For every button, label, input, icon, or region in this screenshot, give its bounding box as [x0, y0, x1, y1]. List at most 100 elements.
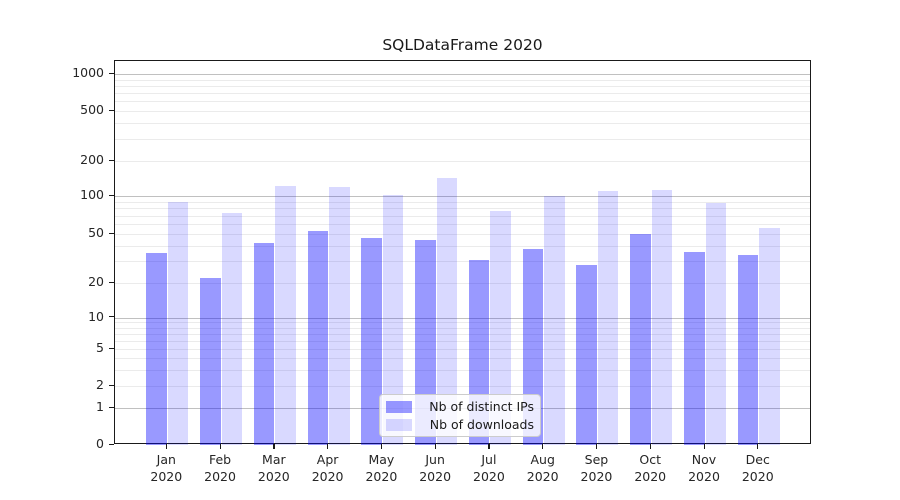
- y-tick-mark: [108, 72, 114, 74]
- y-tick-mark: [108, 232, 114, 234]
- x-tick-label: Jul 2020: [459, 452, 519, 485]
- x-tick-label-year: 2020: [741, 468, 774, 484]
- x-tick-mark: [273, 444, 275, 449]
- bar-downloads-jul: [490, 211, 511, 445]
- minor-gridline: [115, 283, 810, 284]
- x-tick-mark: [595, 444, 598, 449]
- y-tick-label: 10: [88, 308, 104, 324]
- chart-title: SQLDataFrame 2020: [382, 36, 543, 54]
- bar-downloads-may: [382, 195, 404, 445]
- bar-downloads-jun: [436, 177, 458, 445]
- x-tick-mark: [219, 444, 221, 449]
- y-tick-mark: [108, 109, 114, 111]
- y-tick-label: 1: [96, 399, 104, 414]
- y-tick-label: 500: [80, 102, 104, 117]
- x-tick-label: Jan 2020: [136, 452, 196, 485]
- minor-gridline: [115, 327, 810, 329]
- minor-gridline: [115, 358, 810, 359]
- bar-downloads-sep: [597, 190, 619, 445]
- x-tick-mark: [380, 444, 383, 449]
- minor-gridline: [115, 224, 810, 225]
- bar-distinct-ips-oct: [630, 234, 651, 445]
- minor-gridline: [115, 138, 810, 140]
- y-tick-mark: [108, 406, 114, 408]
- x-tick-label-year: 2020: [419, 468, 452, 484]
- major-gridline: [115, 196, 810, 197]
- y-tick-label: 5: [96, 340, 104, 355]
- x-tick-label-year: 2020: [688, 468, 720, 484]
- x-tick-label-year: 2020: [311, 468, 344, 484]
- x-tick-mark: [757, 444, 759, 449]
- minor-gridline: [115, 215, 810, 217]
- y-tick-label: 200: [80, 152, 104, 167]
- x-tick-label: Feb 2020: [190, 452, 250, 485]
- y-tick-label: 20: [88, 274, 104, 289]
- x-tick-mark: [649, 444, 651, 449]
- bar-downloads-feb: [221, 212, 243, 445]
- x-tick-label-year: 2020: [634, 468, 667, 484]
- x-tick-label: Aug 2020: [513, 452, 573, 485]
- y-tick-mark: [108, 316, 114, 318]
- y-tick-mark: [108, 384, 114, 386]
- minor-gridline: [115, 349, 810, 350]
- plot-area: Nb of distinct IPs Nb of downloads: [114, 60, 811, 445]
- bar-distinct-ips-sep: [576, 265, 597, 445]
- bar-downloads-apr: [329, 187, 350, 445]
- legend-item-distinct-ips: Nb of distinct IPs: [386, 399, 534, 414]
- minor-gridline: [115, 234, 810, 235]
- minor-gridline: [115, 101, 810, 103]
- major-gridline: [115, 317, 810, 319]
- legend-swatch-distinct-ips-icon: [386, 400, 412, 413]
- bar-downloads-jan: [167, 201, 189, 445]
- x-tick-mark: [703, 444, 705, 449]
- bar-distinct-ips-jun: [415, 239, 436, 445]
- bar-distinct-ips-nov: [684, 251, 705, 445]
- bar-downloads-aug: [544, 196, 565, 445]
- minor-gridline: [115, 322, 810, 324]
- bar-distinct-ips-dec: [737, 254, 759, 445]
- minor-gridline: [115, 85, 810, 87]
- minor-gridline: [115, 369, 810, 371]
- x-tick-label: May 2020: [351, 452, 411, 485]
- minor-gridline: [115, 208, 810, 210]
- bar-distinct-ips-may: [361, 238, 382, 445]
- legend-swatch-downloads-icon: [386, 418, 412, 431]
- x-tick-label: Apr 2020: [298, 452, 358, 485]
- y-tick-label: 1000: [72, 65, 104, 80]
- minor-gridline: [115, 333, 810, 335]
- x-tick-label-year: 2020: [580, 468, 613, 484]
- legend-label-distinct-ips: Nb of distinct IPs: [429, 399, 534, 414]
- bar-distinct-ips-mar: [253, 243, 275, 445]
- bar-downloads-oct: [651, 189, 673, 445]
- bar-distinct-ips-feb: [200, 277, 221, 445]
- y-tick-mark: [108, 281, 114, 283]
- y-tick-label: 0: [96, 436, 104, 451]
- bar-downloads-dec: [759, 227, 780, 445]
- major-gridline: [115, 74, 810, 75]
- x-tick-mark: [542, 444, 544, 449]
- x-tick-label-year: 2020: [204, 468, 236, 484]
- x-tick-label-year: 2020: [365, 468, 398, 484]
- x-tick-mark: [488, 444, 490, 449]
- legend-label-downloads: Nb of downloads: [429, 417, 534, 432]
- y-tick-mark: [108, 347, 114, 349]
- minor-gridline: [115, 386, 810, 387]
- bar-distinct-ips-apr: [307, 230, 329, 445]
- y-tick-mark: [108, 194, 114, 196]
- x-tick-mark: [434, 444, 436, 449]
- x-tick-label: Sep 2020: [566, 452, 626, 485]
- legend: Nb of distinct IPs Nb of downloads: [379, 394, 541, 437]
- y-tick-label: 100: [80, 187, 104, 202]
- x-tick-label-year: 2020: [526, 468, 559, 484]
- bar-downloads-nov: [705, 203, 726, 445]
- y-tick-mark: [108, 159, 114, 161]
- x-tick-label-year: 2020: [473, 468, 505, 484]
- minor-gridline: [115, 340, 810, 342]
- bar-distinct-ips-jan: [146, 253, 167, 445]
- x-tick-label: Nov 2020: [674, 452, 734, 485]
- legend-item-downloads: Nb of downloads: [386, 417, 534, 432]
- x-tick-mark: [165, 444, 167, 449]
- bar-downloads-mar: [275, 185, 296, 445]
- minor-gridline: [115, 111, 810, 112]
